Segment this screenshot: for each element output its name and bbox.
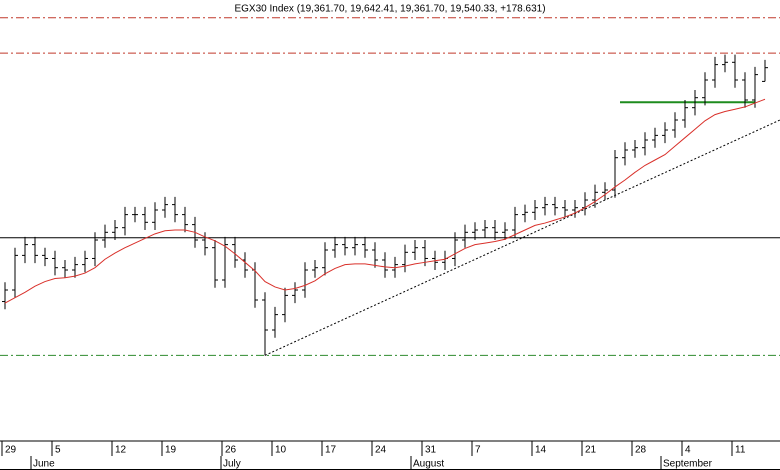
x-tick-label: 11 [735,445,746,456]
x-tick-label: 14 [535,445,547,456]
x-tick-label: 7 [475,445,481,456]
month-label: September [663,459,713,470]
x-tick-label: 26 [225,445,237,456]
x-tick-label: 5 [55,445,61,456]
x-tick-label: 21 [585,445,597,456]
month-label: June [33,459,55,470]
x-tick-label: 19 [165,445,177,456]
moving-average [4,98,766,304]
month-label: August [413,459,444,470]
x-tick-label: 12 [115,445,127,456]
chart-title: EGX30 Index (19,361.70, 19,642.41, 19,36… [234,4,545,15]
x-tick-label: 10 [275,445,287,456]
x-tick-label: 4 [685,445,691,456]
x-tick-label: 29 [5,445,17,456]
x-tick-label: 28 [635,445,647,456]
month-label: July [223,459,241,470]
x-tick-label: 17 [325,445,337,456]
x-tick-label: 24 [375,445,387,456]
x-tick-label: 31 [425,445,437,456]
